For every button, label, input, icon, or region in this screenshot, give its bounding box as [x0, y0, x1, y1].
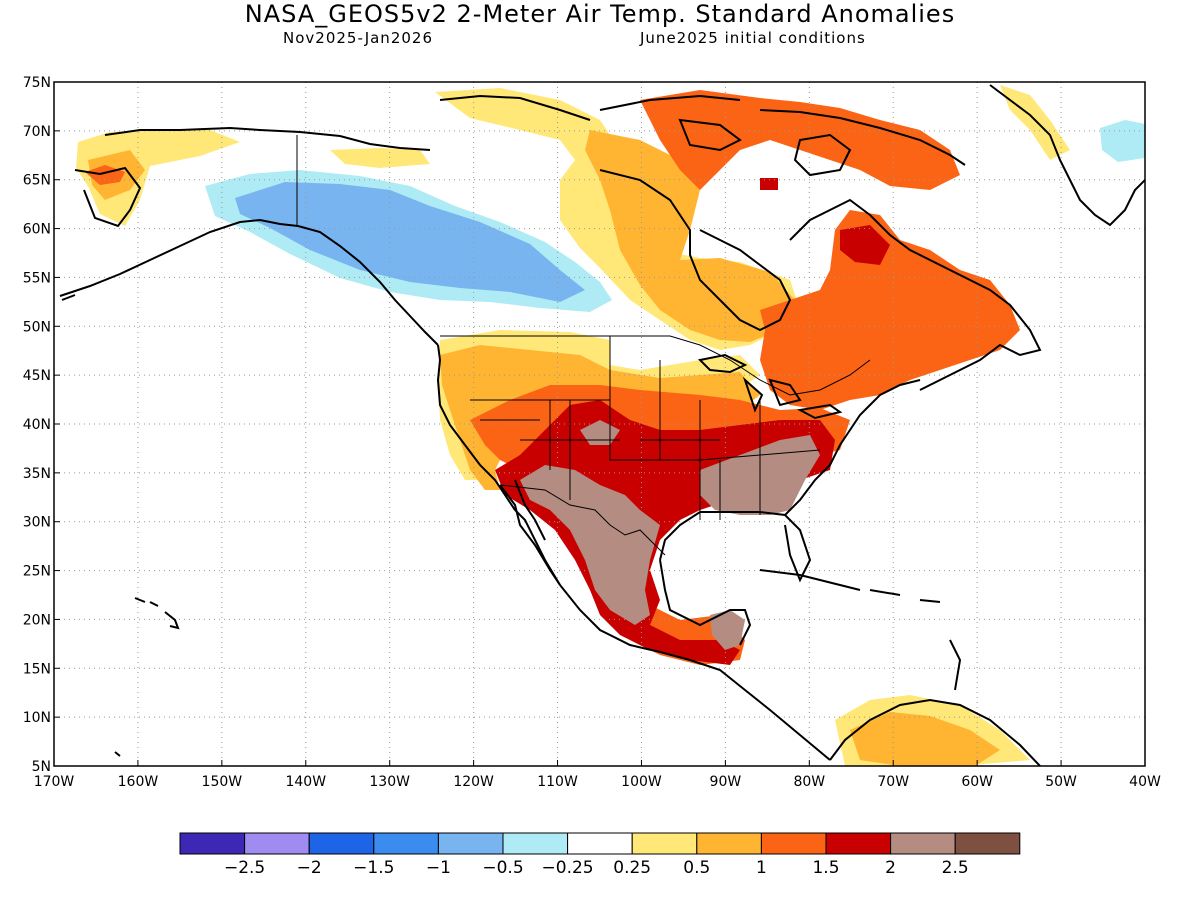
lon-tick-label: 120W: [453, 774, 494, 790]
colorbar-swatch: [244, 832, 310, 855]
lon-tick-label: 80W: [793, 774, 825, 790]
colorbar-label: 1: [756, 858, 767, 878]
hudson-bay-coastline: [599, 169, 792, 332]
anomaly-region-warm-2: [710, 610, 745, 650]
colorbar-swatch: [437, 832, 504, 855]
lat-tick-label: 5N: [32, 759, 51, 775]
lon-tick-label: 110W: [537, 774, 578, 790]
lon-tick-label: 170W: [34, 774, 75, 790]
lat-tick-label: 65N: [23, 173, 51, 189]
hawaii: [114, 597, 180, 757]
colorbar-labels: −2.5 −2 −1.5 −1 −0.5 −0.25 0.25 0.5 1 1.5 2 2.5: [224, 858, 969, 878]
lon-tick-label: 100W: [621, 774, 662, 790]
anomaly-region-greenland-cold: [1100, 120, 1145, 162]
alaska-coastline: [59, 126, 431, 301]
lon-tick-label: 150W: [202, 774, 243, 790]
lat-tick-label: 55N: [23, 270, 51, 286]
lat-tick-label: 50N: [23, 319, 51, 335]
greenland-coastline: [989, 84, 1145, 227]
colorbar-label: −0.5: [482, 858, 523, 878]
lon-tick-label: 130W: [369, 774, 410, 790]
colorbar-label: −2: [297, 858, 322, 878]
lat-tick-label: 30N: [23, 515, 51, 531]
us-east-coastline: [784, 379, 921, 516]
colorbar-swatch: [954, 832, 1021, 855]
labrador-coastline: [789, 198, 1042, 391]
colorbar-swatch: [631, 832, 698, 855]
colorbar: [179, 832, 1021, 855]
lon-tick-label: 90W: [710, 774, 742, 790]
lon-tick-label: 160W: [118, 774, 159, 790]
us-canada-border: [440, 335, 871, 396]
us-mexico-border: [499, 484, 666, 556]
colorbar-swatch: [890, 832, 956, 855]
canada-west-coastline: [297, 225, 439, 346]
anomaly-region-warm-1: [760, 210, 1020, 410]
lat-tick-label: 25N: [23, 564, 51, 580]
baja-california: [499, 479, 561, 586]
colorbar-swatch: [696, 832, 762, 855]
mexico-pacific-coastline: [559, 584, 831, 761]
lat-lon-grid: [54, 82, 1145, 766]
gulf-coastline: [659, 511, 812, 646]
lat-tick-label: 75N: [23, 75, 51, 91]
political-borders: [296, 135, 871, 556]
lat-tick-label: 70N: [23, 124, 51, 140]
latitude-labels: 75N 70N 65N 60N 55N 50N 45N 40N 35N 30N 25N 20N 15N 1…: [23, 75, 60, 775]
great-lakes: [697, 353, 843, 420]
colorbar-label: −0.25: [542, 858, 594, 878]
colorbar-label: −2.5: [224, 858, 265, 878]
caribbean-islands: [759, 569, 962, 691]
lon-tick-label: 140W: [285, 774, 326, 790]
south-america-coastline: [829, 698, 1041, 766]
anomaly-region-warm-15: [840, 225, 890, 265]
lon-tick-label: 40W: [1129, 774, 1161, 790]
colorbar-swatch: [373, 832, 439, 855]
colorbar-label: −1.5: [353, 858, 394, 878]
lon-tick-label: 70W: [877, 774, 909, 790]
colorbar-swatch: [179, 832, 246, 855]
us-west-coastline: [436, 344, 561, 586]
lat-tick-label: 60N: [23, 222, 51, 238]
colorbar-label: 2.5: [942, 858, 969, 878]
us-state-borders: [470, 336, 821, 520]
colorbar-label: 1.5: [812, 858, 839, 878]
arctic-islands: [439, 94, 966, 177]
lat-tick-label: 20N: [23, 612, 51, 628]
lat-tick-label: 45N: [23, 368, 51, 384]
anomaly-region-warm-025: [1000, 85, 1070, 160]
colorbar-label: 0.5: [683, 858, 710, 878]
colorbar-swatch: [308, 832, 375, 855]
anomaly-region-warm-025: [330, 148, 430, 168]
lon-tick-label: 50W: [1045, 774, 1077, 790]
anomaly-region-warm-2: [520, 465, 660, 625]
anomaly-region-warm-05: [850, 712, 1000, 766]
coastlines: [59, 84, 1145, 766]
colorbar-swatch: [567, 832, 633, 855]
anomaly-region-warm-15: [760, 178, 778, 190]
lon-tick-label: 60W: [961, 774, 993, 790]
colorbar-label: −1: [426, 858, 451, 878]
longitude-labels: 170W 160W 150W 140W 130W 120W 110W 100W 90W 80W 70…: [34, 760, 1161, 790]
initial-conditions: June2025 initial conditions: [640, 29, 866, 47]
colorbar-label: 0.25: [613, 858, 651, 878]
colorbar-swatch: [760, 832, 827, 855]
map-title: NASA_GEOS5v2 2-Meter Air Temp. Standard …: [244, 0, 956, 28]
anomaly-region-warm-05: [585, 130, 795, 342]
colorbar-swatch: [825, 832, 892, 855]
colorbar-swatch: [502, 832, 569, 855]
colorbar-label: 2: [885, 858, 896, 878]
lat-tick-label: 10N: [23, 710, 51, 726]
lat-tick-label: 15N: [23, 661, 51, 677]
lat-tick-label: 40N: [23, 417, 51, 433]
anomaly-region-cold: [235, 182, 585, 302]
lat-tick-label: 35N: [23, 466, 51, 482]
forecast-period: Nov2025-Jan2026: [283, 29, 433, 47]
